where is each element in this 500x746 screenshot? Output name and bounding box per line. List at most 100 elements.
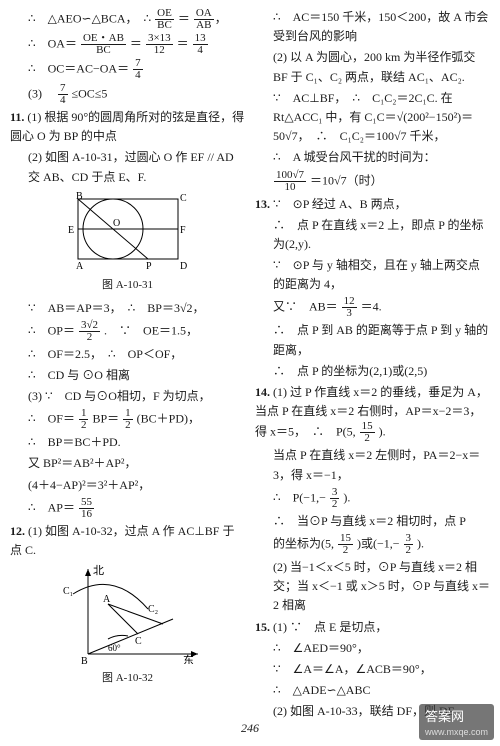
text: ∴ AP＝ xyxy=(28,500,75,514)
text: ∴ OC＝AC−OA＝ xyxy=(28,61,129,75)
figure-a-10-32: 北 东 C₁ A B C C₂ 60° 图 A-10-32 xyxy=(10,564,245,688)
svg-text:C₂: C₂ xyxy=(148,604,158,615)
text-line: 当点 P 在直线 x＝2 左侧时，PA＝2−x＝3，得 x＝−1， xyxy=(255,446,490,484)
question-15: 15. (1) ∵ 点 E 是切点， xyxy=(255,618,490,637)
text-line: ∴ ∠AED＝90°， xyxy=(255,639,490,658)
svg-text:C: C xyxy=(180,193,187,204)
text: ＝4. xyxy=(361,300,382,314)
svg-text:B: B xyxy=(81,656,88,664)
text: ＝ xyxy=(178,11,190,25)
fraction: 100√710 xyxy=(274,170,306,193)
svg-text:东: 东 xyxy=(183,654,194,664)
text: (1) 如图 A-10-32，过点 A 作 AC⊥BF 于点 C. xyxy=(10,524,234,557)
svg-text:F: F xyxy=(180,225,186,236)
fraction: 134 xyxy=(193,33,208,56)
svg-text:A: A xyxy=(103,594,111,605)
text: )或(−1,− xyxy=(357,536,400,550)
text-line: (3) 74 ≤OC≤5 xyxy=(10,83,245,106)
svg-text:北: 北 xyxy=(93,564,104,577)
text: (2) 如图 A-10-31，过圆心 O 作 EF // AD 交 AB、CD … xyxy=(28,150,234,183)
text: ∴ OA＝ xyxy=(28,36,77,50)
text: (3) xyxy=(28,86,54,100)
text-line: ∵ ∠A＝∠A，∠ACB＝90°， xyxy=(255,660,490,679)
question-number: 13. xyxy=(255,197,270,211)
text: (BC＋PD)， xyxy=(137,412,200,426)
question-number: 11. xyxy=(10,110,24,124)
text: (1) 根据 90°的圆周角所对的弦是直径，得圆心 O 为 BP 的中点 xyxy=(10,110,244,143)
text-line: 又∵ AB＝ 123 ＝4. xyxy=(255,296,490,319)
svg-text:60°: 60° xyxy=(108,643,121,653)
question-11: 11. (1) 根据 90°的圆周角所对的弦是直径，得圆心 O 为 BP 的中点 xyxy=(10,108,245,146)
fraction: OE・ABBC xyxy=(81,33,126,56)
watermark-text: 答案网 xyxy=(425,709,464,724)
text: BP＝ xyxy=(92,412,119,426)
text-line: (2) 如图 A-10-31，过圆心 O 作 EF // AD 交 AB、CD … xyxy=(10,148,245,186)
text: ＝ xyxy=(130,36,142,50)
text-line: 100√710 ＝10√7（时） xyxy=(255,170,490,193)
text: ＝ xyxy=(177,36,189,50)
question-number: 12. xyxy=(10,524,25,538)
text: ∴ OF＝ xyxy=(28,412,75,426)
text-line: ∴ CD 与 ⊙O 相离 xyxy=(10,366,245,385)
text: 又∵ AB＝ xyxy=(273,300,338,314)
text: ∴ △AEO∽△BCA， ∴ xyxy=(28,11,151,25)
text-line: ∴ AP＝ 5516 xyxy=(10,497,245,520)
fraction: 74 xyxy=(133,58,143,81)
text-line: ∴ △AEO∽△BCA， ∴ OEBC ＝ OAAB， xyxy=(10,8,245,31)
text: ∴ P(−1,− xyxy=(273,490,326,504)
text-line: ∴ OP＝ 3√22 . ∵ OE＝1.5， xyxy=(10,320,245,343)
watermark: 答案网 www.mxqe.com xyxy=(419,704,494,740)
text-line: ∴ 点 P 的坐标为(2,1)或(2,5) xyxy=(255,362,490,381)
text: . ∵ OE＝1.5， xyxy=(104,323,198,337)
figure-caption: 图 A-10-31 xyxy=(10,277,245,295)
fraction: 5516 xyxy=(79,497,94,520)
text-line: (2) 当−1＜x＜5 时，⊙P 与直线 x＝2 相交；当 x＜−1 或 x＞5… xyxy=(255,558,490,616)
text: ). xyxy=(343,490,350,504)
text: (1) ∵ 点 E 是切点， xyxy=(273,620,387,634)
text-line: ∴ 当⊙P 与直线 x＝2 相切时，点 P xyxy=(255,512,490,531)
text-line: ∴ OC＝AC−OA＝ 74 xyxy=(10,58,245,81)
text-line: 的坐标为(5, 152 )或(−1,− 32 ). xyxy=(255,533,490,556)
fraction: OEBC xyxy=(155,8,174,31)
question-number: 15. xyxy=(255,620,270,634)
svg-text:C₁: C₁ xyxy=(63,586,73,597)
svg-text:D: D xyxy=(180,261,187,271)
text-line: 又 BP²＝AB²＋AP²， xyxy=(10,454,245,473)
fraction: 123 xyxy=(342,296,357,319)
svg-text:E: E xyxy=(68,225,74,236)
text-line: ∴ 点 P 到 AB 的距离等于点 P 到 y 轴的距离， xyxy=(255,321,490,359)
question-number: 14. xyxy=(255,385,270,399)
fraction: 32 xyxy=(330,487,340,510)
text-line: (4＋4−AP)²＝3²＋AP²， xyxy=(10,476,245,495)
fraction: 74 xyxy=(58,83,68,106)
question-12: 12. (1) 如图 A-10-32，过点 A 作 AC⊥BF 于点 C. xyxy=(10,522,245,560)
fraction: 152 xyxy=(338,533,353,556)
left-column: ∴ △AEO∽△BCA， ∴ OEBC ＝ OAAB， ∴ OA＝ OE・ABB… xyxy=(10,8,245,723)
text: ≤OC≤5 xyxy=(72,86,108,100)
fraction: 12 xyxy=(123,408,133,431)
question-13: 13. ∵ ⊙P 经过 A、B 两点， xyxy=(255,195,490,214)
text: ). xyxy=(417,536,424,550)
fraction: OAAB xyxy=(194,8,214,31)
text-line: ∴ OF＝2.5， ∴ OP＜OF， xyxy=(10,345,245,364)
watermark-url: www.mxqe.com xyxy=(425,728,488,737)
svg-text:B: B xyxy=(76,191,83,202)
text-line: ∴ AC＝150 千米，150＜200，故 A 市会受到台风的影响 xyxy=(255,8,490,46)
text-line: ∵ AB＝AP＝3， ∴ BP＝3√2， xyxy=(10,299,245,318)
svg-text:C: C xyxy=(135,636,142,647)
text: ∴ OP＝ xyxy=(28,323,75,337)
figure-svg: 北 东 C₁ A B C C₂ 60° xyxy=(53,564,203,664)
text-line: ∴ OA＝ OE・ABBC ＝ 3×1312 ＝ 134 xyxy=(10,33,245,56)
fraction: 3√22 xyxy=(79,320,100,343)
fraction: 32 xyxy=(404,533,414,556)
text-line: ∴ BP＝BC＋PD. xyxy=(10,433,245,452)
svg-text:O: O xyxy=(113,218,120,229)
figure-a-10-31: B C O E F A D P 图 A-10-31 xyxy=(10,191,245,295)
fraction: 3×1312 xyxy=(146,33,173,56)
text-line: ∴ P(−1,− 32 ). xyxy=(255,487,490,510)
text-line: (3) ∵ CD 与⊙O相切，F 为切点， xyxy=(10,387,245,406)
text: ∵ ⊙P 经过 A、B 两点， xyxy=(273,197,407,211)
figure-svg: B C O E F A D P xyxy=(58,191,198,271)
fraction: 12 xyxy=(79,408,89,431)
text-line: (2) 以 A 为圆心，200 km 为半径作弧交 BF 于 C₁、C₂ 两点，… xyxy=(255,48,490,86)
